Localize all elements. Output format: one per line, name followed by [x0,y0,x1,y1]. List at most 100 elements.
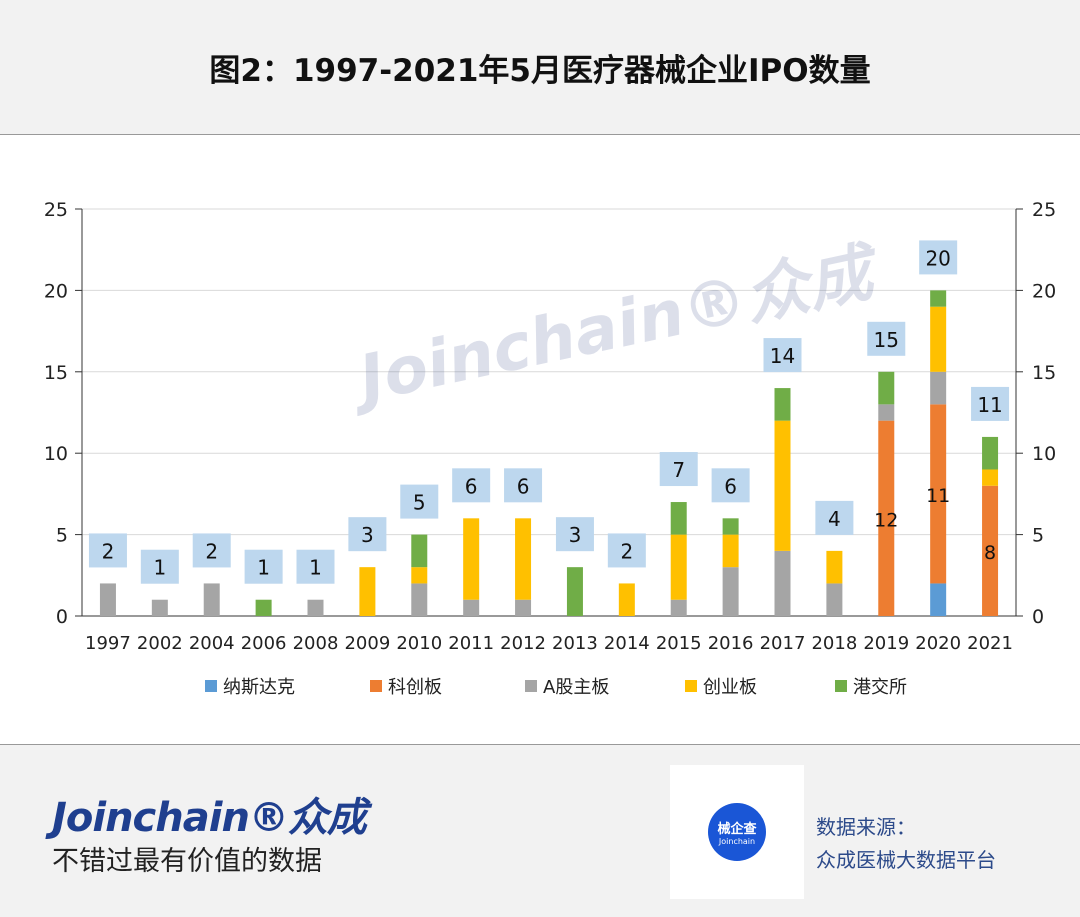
total-label: 2 [205,539,218,563]
total-label-box [971,386,1010,421]
x-tick-label: 2020 [915,633,961,654]
x-tick-label: 2006 [241,633,287,654]
bar-segment [930,371,947,405]
brand-logo: Joinchain®众成 [52,795,367,841]
bar-segment [930,583,947,616]
bar-segment [618,583,635,616]
total-label-box [659,452,698,487]
y2-tick-label: 25 [1032,199,1056,221]
x-tick-label: 2017 [760,633,806,654]
x-tick-label: 2019 [863,633,909,654]
total-label: 1 [153,556,166,580]
bar-segment [930,306,947,372]
y2-tick-label: 0 [1032,606,1044,628]
total-label: 15 [874,328,899,352]
x-tick-label: 2015 [656,633,702,654]
y-tick-label: 10 [44,443,68,465]
total-label-box [504,468,543,503]
legend-swatch [685,680,697,692]
header: 图2：1997-2021年5月医疗器械企业IPO数量 [0,0,1080,135]
segment-label: 12 [874,509,898,531]
bar-segment [255,599,272,616]
bar-segment [411,583,428,616]
bar-segment [878,371,895,405]
legend-label: 港交所 [853,677,907,698]
legend-label: 科创板 [388,677,442,698]
bar-segment [774,550,791,616]
total-label: 2 [620,539,633,563]
total-label: 2 [102,539,115,563]
x-tick-label: 2002 [137,633,183,654]
total-label: 6 [465,474,478,498]
qr-logo: 械企查 Joinchain [708,803,766,861]
total-label-box [919,240,958,275]
total-label: 4 [828,507,841,531]
source-label: 数据来源： [816,815,916,839]
bar-segment [930,290,947,307]
bar-segment [463,518,480,600]
segment-label: 11 [926,485,950,507]
bar-segment [722,534,739,568]
qr-brand: Joinchain [718,837,756,846]
x-tick-label: 2009 [344,633,390,654]
total-label: 20 [925,246,950,270]
bar-segment [515,599,532,616]
y2-tick-label: 20 [1032,280,1056,302]
qr-code: 械企查 Joinchain [670,765,804,899]
bar-segment [774,420,791,551]
total-label-box [452,468,491,503]
legend-swatch [835,680,847,692]
total-label-box [348,517,387,552]
total-label: 1 [309,556,322,580]
bar-segment [982,485,999,616]
y2-tick-label: 5 [1032,525,1044,547]
total-label-box [140,549,179,584]
total-label: 14 [770,344,795,368]
slogan: 不错过最有价值的数据 [52,846,322,877]
total-label-box [555,517,594,552]
legend-swatch [205,680,217,692]
bar-segment [307,599,324,616]
total-label-box [763,338,802,373]
total-label-box [607,533,646,568]
bar-segment [99,583,116,616]
bar-segment [878,404,895,421]
total-label-box [296,549,335,584]
qr-label: 械企查 [717,822,757,837]
total-label-box [88,533,127,568]
source-value: 众成医械大数据平台 [816,848,996,872]
footer: Joinchain®众成 不错过最有价值的数据 械企查 Joinchain 数据… [0,744,1080,917]
total-label: 7 [672,458,685,482]
total-label: 3 [361,523,374,547]
bar-segment [878,420,895,616]
legend-swatch [370,680,382,692]
total-label-box [192,533,231,568]
x-tick-label: 2012 [500,633,546,654]
y-tick-label: 0 [56,606,68,628]
total-label: 5 [413,491,426,515]
y2-tick-label: 15 [1032,362,1056,384]
x-tick-label: 2021 [967,633,1013,654]
bar-segment [151,599,168,616]
legend-label: A股主板 [543,677,609,698]
bar-segment [670,534,687,600]
legend-label: 纳斯达克 [223,677,295,698]
bar-segment [722,567,739,616]
legend-swatch [525,680,537,692]
total-label: 3 [569,523,582,547]
total-label-box [711,468,750,503]
bar-segment [826,550,843,584]
bar-segment [930,404,947,584]
segment-label: 8 [984,542,996,564]
x-tick-label: 2014 [604,633,650,654]
bar-segment [203,583,220,616]
legend-label: 创业板 [703,677,757,698]
bar-segment [463,599,480,616]
total-label-box [815,500,854,535]
x-tick-label: 2008 [293,633,339,654]
bar-segment [670,502,687,535]
y2-tick-label: 10 [1032,443,1056,465]
total-label: 6 [517,474,530,498]
bar-segment [982,436,999,470]
x-tick-label: 2018 [811,633,857,654]
